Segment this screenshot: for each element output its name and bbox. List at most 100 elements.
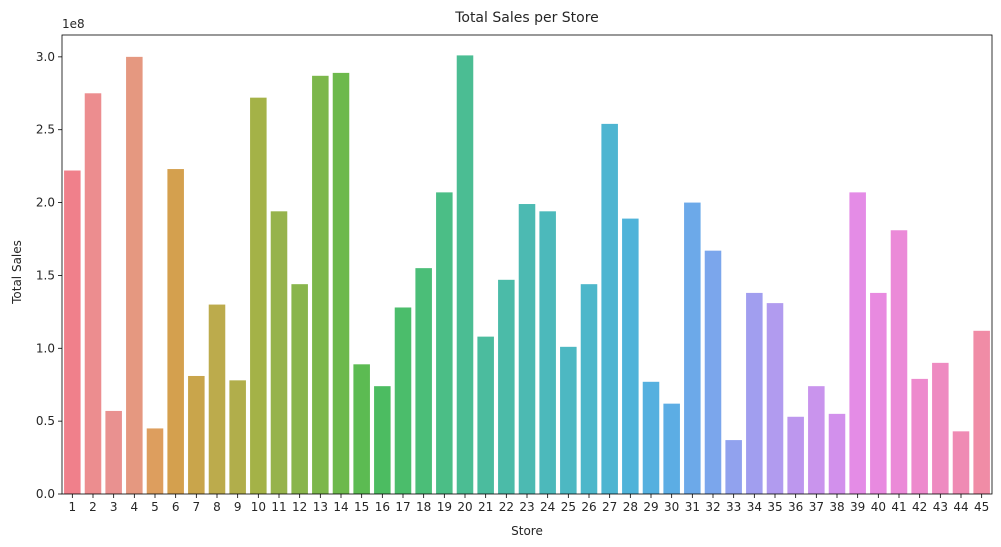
x-tick-label: 9 bbox=[234, 500, 242, 514]
x-tick-label: 37 bbox=[809, 500, 824, 514]
bar-store-29 bbox=[642, 381, 660, 494]
bar-store-18 bbox=[415, 268, 432, 494]
x-tick-label: 2 bbox=[89, 500, 97, 514]
bar-store-7 bbox=[188, 375, 205, 494]
y-tick-label: 1.0 bbox=[36, 341, 55, 355]
bar-store-2 bbox=[84, 93, 102, 495]
bar-store-28 bbox=[622, 218, 639, 494]
bar-store-38 bbox=[828, 413, 846, 494]
y-tick-label: 0.5 bbox=[36, 414, 55, 428]
bar-store-6 bbox=[167, 169, 184, 495]
x-tick-label: 43 bbox=[933, 500, 948, 514]
x-tick-label: 10 bbox=[251, 500, 266, 514]
x-tick-label: 8 bbox=[213, 500, 221, 514]
x-tick-label: 27 bbox=[602, 500, 617, 514]
y-tick-label: 0.0 bbox=[36, 487, 55, 501]
bar-store-34 bbox=[746, 292, 763, 494]
bar-store-14 bbox=[332, 72, 350, 494]
bar-store-13 bbox=[312, 75, 329, 495]
plot-frame bbox=[61, 34, 993, 495]
y-tick-label: 2.5 bbox=[36, 123, 55, 137]
bar-store-8 bbox=[208, 304, 226, 494]
bar-store-9 bbox=[229, 380, 246, 494]
x-tick-label: 25 bbox=[561, 500, 576, 514]
bar-store-12 bbox=[291, 284, 308, 494]
bar-store-17 bbox=[394, 307, 412, 494]
bar-store-40 bbox=[870, 292, 887, 494]
bar-store-23 bbox=[518, 204, 536, 494]
bar-store-16 bbox=[374, 386, 391, 494]
x-tick-label: 33 bbox=[726, 500, 741, 514]
x-tick-label: 18 bbox=[416, 500, 431, 514]
bar-store-45 bbox=[973, 330, 990, 494]
x-tick-label: 42 bbox=[912, 500, 927, 514]
bar-store-39 bbox=[849, 192, 866, 494]
x-tick-label: 15 bbox=[354, 500, 369, 514]
x-tick-label: 41 bbox=[891, 500, 906, 514]
bar-store-44 bbox=[952, 431, 970, 494]
x-axis-label: Store bbox=[511, 524, 543, 538]
x-tick-label: 38 bbox=[829, 500, 844, 514]
x-tick-label: 32 bbox=[705, 500, 720, 514]
x-tick-label: 14 bbox=[333, 500, 348, 514]
x-tick-label: 45 bbox=[974, 500, 989, 514]
bar-store-32 bbox=[704, 250, 722, 494]
x-tick-label: 28 bbox=[623, 500, 638, 514]
y-axis-label: Total Sales bbox=[10, 240, 24, 305]
x-tick-label: 26 bbox=[581, 500, 596, 514]
x-tick-label: 19 bbox=[437, 500, 452, 514]
bar-store-22 bbox=[498, 279, 515, 494]
x-tick-label: 35 bbox=[767, 500, 782, 514]
bar-store-20 bbox=[456, 55, 474, 495]
x-tick-label: 16 bbox=[375, 500, 390, 514]
x-tick-label: 36 bbox=[788, 500, 803, 514]
bar-store-30 bbox=[663, 403, 680, 494]
bar-store-33 bbox=[725, 440, 742, 494]
x-tick-label: 11 bbox=[271, 500, 286, 514]
x-tick-label: 24 bbox=[540, 500, 555, 514]
x-tick-label: 12 bbox=[292, 500, 307, 514]
y-tick-label: 1.5 bbox=[36, 268, 55, 282]
x-tick-label: 44 bbox=[953, 500, 968, 514]
x-tick-label: 20 bbox=[457, 500, 472, 514]
x-tick-label: 39 bbox=[850, 500, 865, 514]
x-tick-label: 6 bbox=[172, 500, 180, 514]
bar-store-35 bbox=[766, 303, 784, 494]
y-tick-label: 3.0 bbox=[36, 50, 55, 64]
x-tick-label: 30 bbox=[664, 500, 679, 514]
x-tick-label: 22 bbox=[499, 500, 514, 514]
x-tick-label: 34 bbox=[747, 500, 762, 514]
x-tick-label: 1 bbox=[69, 500, 77, 514]
chart-title: Total Sales per Store bbox=[454, 10, 599, 26]
bar-store-21 bbox=[477, 336, 494, 494]
y-offset-label: 1e8 bbox=[62, 17, 85, 31]
bar-store-42 bbox=[911, 378, 928, 494]
bar-store-11 bbox=[270, 211, 288, 495]
bar-store-26 bbox=[580, 284, 598, 494]
bar-store-27 bbox=[601, 123, 618, 494]
x-tick-label: 40 bbox=[871, 500, 886, 514]
bar-store-25 bbox=[560, 346, 577, 494]
bar-store-36 bbox=[787, 416, 804, 494]
y-ticks-group: 0.0 0.5 1.0 1.5 2.0 2.5 3.0 bbox=[36, 50, 62, 501]
bar-store-43 bbox=[932, 362, 949, 494]
x-tick-label: 5 bbox=[151, 500, 159, 514]
x-tick-label: 17 bbox=[395, 500, 410, 514]
x-tick-label: 21 bbox=[478, 500, 493, 514]
x-tick-label: 3 bbox=[110, 500, 118, 514]
bar-store-1 bbox=[64, 170, 81, 494]
x-tick-label: 31 bbox=[685, 500, 700, 514]
bar-store-4 bbox=[126, 56, 143, 494]
bar-store-31 bbox=[684, 202, 701, 495]
x-tick-label: 4 bbox=[131, 500, 139, 514]
y-tick-label: 2.0 bbox=[36, 196, 55, 210]
x-tick-label: 29 bbox=[643, 500, 658, 514]
bar-store-19 bbox=[436, 192, 453, 494]
bar-store-15 bbox=[353, 364, 370, 494]
x-tick-label: 7 bbox=[193, 500, 201, 514]
bar-store-41 bbox=[890, 230, 908, 494]
bar-store-37 bbox=[808, 386, 825, 494]
bar-store-24 bbox=[539, 211, 556, 495]
bars-group bbox=[64, 55, 990, 495]
